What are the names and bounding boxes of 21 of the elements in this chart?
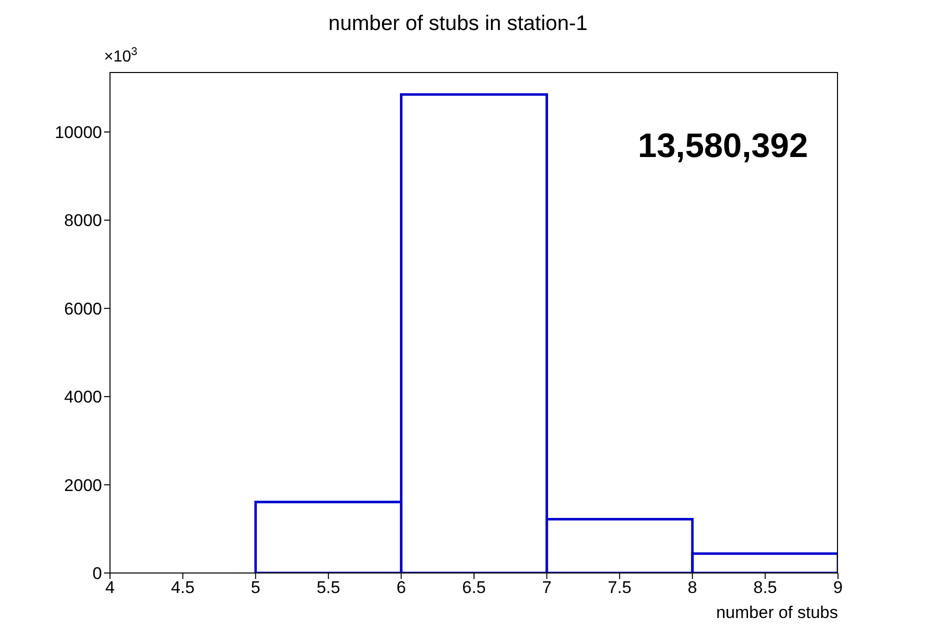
x-tick-label: 9: [833, 578, 843, 598]
x-tick-label: 7: [542, 578, 552, 598]
y-tick-label: 8000: [64, 211, 102, 230]
annotation: 13,580,392: [636, 127, 808, 166]
x-tick-label: 8: [688, 578, 698, 598]
x-tick-label: 5.5: [316, 578, 340, 598]
x-tick-label: 5: [250, 578, 260, 598]
x-tick-label: 4: [105, 578, 115, 598]
x-tick-label: 6.5: [462, 578, 486, 598]
y-tick-label: 4000: [64, 388, 102, 407]
x-tick-label: 6: [396, 578, 406, 598]
x-axis-title: number of stubs: [715, 603, 838, 623]
x-tick-label: 4.5: [170, 578, 195, 598]
x-tick-label: 8.5: [753, 578, 778, 598]
y-tick-label: 6000: [64, 299, 102, 318]
y-tick-label: 0: [92, 564, 102, 584]
x-tick-label: 7.5: [608, 578, 632, 598]
y-tick-label: 10000: [54, 123, 102, 142]
chart-title: number of stubs in station-1: [327, 12, 589, 36]
y-axis-title: ×10$^{3}$: [104, 46, 138, 66]
y-tick-label: 2000: [64, 476, 102, 495]
